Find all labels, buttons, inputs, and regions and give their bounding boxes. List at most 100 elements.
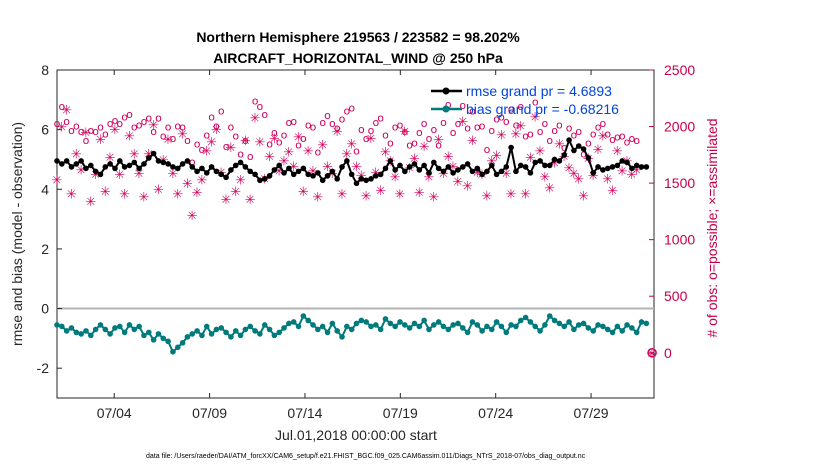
obs-possible-point: o — [136, 118, 143, 131]
obs-assimilated-point: ✳ — [428, 191, 439, 206]
bias-point — [189, 331, 196, 337]
bias-point — [59, 323, 65, 330]
bias-point — [319, 323, 326, 330]
obs-possible-point: o — [368, 124, 375, 137]
chart-title-line2: AIRCRAFT_HORIZONTAL_WIND @ 250 hPa — [213, 50, 503, 66]
rmse-point — [435, 165, 442, 172]
rmse-point — [377, 171, 384, 178]
rmse-point — [440, 168, 447, 175]
obs-assimilated-point: ✳ — [52, 174, 63, 189]
rmse-point — [532, 159, 539, 166]
obs-possible-point: o — [479, 119, 486, 132]
rmse-point — [580, 146, 587, 152]
rmse-point — [218, 171, 225, 178]
rmse-point — [310, 173, 316, 179]
obs-assimilated-point: ✳ — [114, 168, 125, 183]
rmse-point — [402, 168, 408, 175]
obs-assimilated-point: ✳ — [564, 161, 575, 176]
obs-assimilated-point: ✳ — [119, 187, 130, 202]
rmse-point — [464, 161, 471, 167]
obs-possible-point: o — [600, 117, 607, 130]
rmse-point — [290, 171, 297, 178]
rmse-point — [59, 161, 65, 167]
legend: rmse grand pr = 4.6893 bias grand pr = -… — [431, 83, 619, 117]
obs-possible-point: o — [78, 125, 85, 138]
bias-point — [257, 331, 263, 337]
bias-point — [643, 320, 650, 327]
bias-point — [633, 329, 640, 336]
bias-point — [295, 323, 302, 330]
bias-point — [261, 322, 268, 328]
bias-point — [382, 316, 389, 322]
obs-possible-point: o — [194, 138, 201, 151]
rmse-point — [199, 165, 205, 172]
bias-point — [585, 325, 592, 331]
rmse-point — [474, 165, 481, 172]
obs-possible-point: o — [208, 110, 215, 123]
obs-assimilated-point: ✳ — [448, 160, 459, 175]
rmse-point — [107, 161, 113, 167]
obs-possible-point: o — [575, 125, 582, 138]
obs-assimilated-point: ✳ — [293, 131, 304, 146]
bias-point — [92, 326, 99, 333]
rmse-point — [344, 158, 350, 164]
rmse-point — [136, 165, 142, 172]
obs-assimilated-point: ✳ — [245, 193, 256, 208]
obs-possible-point: o — [629, 132, 636, 145]
bias-point — [513, 323, 519, 330]
obs-assimilated-point: ✳ — [337, 187, 348, 202]
obs-assimilated-point: ✳ — [510, 127, 521, 142]
rmse-point — [78, 158, 84, 164]
bias-point — [290, 319, 297, 325]
obs-assimilated-point: ✳ — [453, 175, 464, 190]
y2-tick-label: 1500 — [664, 175, 695, 191]
rmse-point — [431, 159, 437, 166]
rmse-point — [97, 171, 104, 178]
obs-assimilated-point: ✳ — [578, 190, 589, 205]
obs-possible-point: o — [358, 123, 365, 136]
obs-possible-point: o — [633, 134, 640, 147]
rmse-point — [503, 164, 510, 170]
rmse-point — [242, 164, 249, 170]
rmse-point — [83, 165, 89, 172]
obs-possible-point: o — [343, 105, 350, 118]
y2-tick-label: 1000 — [664, 232, 695, 248]
obs-assimilated-point: ✳ — [312, 191, 323, 206]
obs-possible-point: o — [445, 98, 452, 111]
axes-ticks: 07/04 07/09 07/14 07/19 07/24 07/29 -2 0 2 4 6 8 0 50… — [37, 62, 696, 421]
obs-possible-point: o — [411, 136, 418, 149]
obs-assimilated-point: ✳ — [530, 110, 541, 125]
obs-assimilated-point: ✳ — [221, 193, 232, 208]
rmse-point — [121, 164, 128, 170]
obs-assimilated-point: ✳ — [254, 135, 265, 150]
y2-axis-label: # of obs: o=possible; ×=assimilated — [704, 118, 720, 337]
rmse-point — [92, 168, 99, 175]
obs-possible-point: o — [387, 136, 394, 149]
bias-point — [522, 314, 529, 321]
obs-possible-point: o — [228, 121, 235, 134]
rmse-point — [488, 162, 495, 169]
bias-point — [281, 325, 287, 331]
rmse-point — [600, 167, 606, 173]
bias-point — [329, 320, 336, 327]
obs-assimilated-point: ✳ — [341, 148, 352, 163]
bias-point — [315, 326, 321, 333]
bias-point — [421, 317, 427, 324]
obs-possible-point: o — [590, 127, 597, 140]
bias-point — [170, 348, 176, 355]
bias-point — [575, 322, 582, 328]
obs-assimilated-point: ✳ — [424, 170, 435, 185]
obs-possible-point: o — [363, 132, 370, 145]
rmse-point — [286, 165, 292, 172]
bias-point — [150, 337, 157, 343]
bias-point — [160, 335, 167, 342]
bias-point — [344, 323, 350, 330]
obs-possible-point: o — [150, 125, 157, 138]
bias-point — [595, 322, 601, 328]
obs-assimilated-point: ✳ — [206, 135, 217, 150]
obs-possible-point: o — [121, 110, 128, 123]
bias-point — [165, 338, 171, 345]
rmse-point — [575, 143, 582, 149]
rmse-point — [247, 168, 254, 175]
bias-point — [517, 317, 524, 324]
